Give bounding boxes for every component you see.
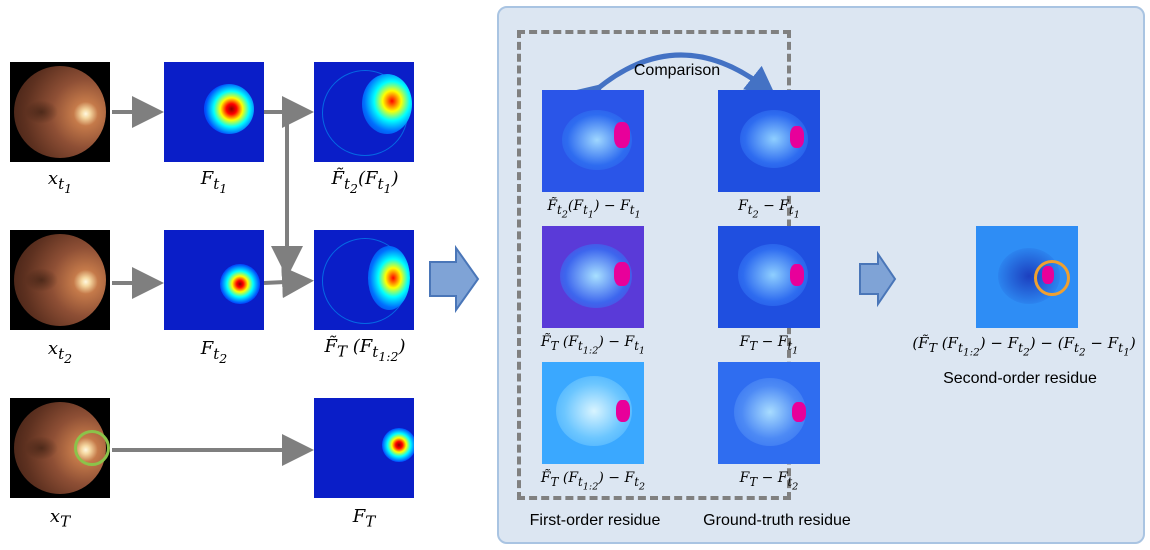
- heatmap-F-T: [314, 398, 414, 498]
- residue-map-e: [542, 362, 644, 464]
- residue-map-b: [718, 90, 820, 192]
- label-x-t1: xt1: [47, 168, 73, 196]
- first-order-label: First-order residue: [529, 512, 661, 529]
- fundus-image-T: [10, 398, 110, 498]
- heatmap-F-t2: [164, 230, 264, 330]
- second-order-map: [976, 226, 1078, 328]
- residue-map-c: [542, 226, 644, 328]
- arrow-f2-to-fT: [263, 266, 314, 299]
- lesion-circle-green: [74, 430, 110, 466]
- label-Ft2-of-Ft1: F̃t2(Ft1): [331, 168, 399, 196]
- big-arrow-1: [429, 244, 480, 314]
- residue-map-d: [718, 226, 820, 328]
- label-res-a: F̃t2(Ft1) − Ft1: [547, 198, 641, 221]
- fundus-image-t2: [10, 230, 110, 330]
- heatmap-FT-of-Ft12: [314, 230, 414, 330]
- second-order-label: Second-order residue: [943, 370, 1097, 387]
- heatmap-F-t1: [164, 62, 264, 162]
- label-res-b: Ft2 − Ft1: [738, 198, 800, 221]
- label-res-f: FT − Ft2: [739, 470, 799, 493]
- ground-truth-label: Ground-truth residue: [703, 512, 851, 529]
- label-F-t2: Ft2: [200, 338, 228, 366]
- comparison-arrow: [571, 52, 776, 115]
- label-res-c: F̃T (Ft1:2) − Ft1: [540, 334, 646, 357]
- heatmap-Ft2-of-Ft1: [314, 62, 414, 162]
- lesion-circle-orange: [1034, 260, 1070, 296]
- residue-map-a: [542, 90, 644, 192]
- label-res-e: F̃T (Ft1:2) − Ft2: [540, 470, 646, 493]
- residue-map-f: [718, 362, 820, 464]
- label-FT-of-Ft12: F̃T (Ft1:2): [324, 336, 406, 364]
- label-x-t2: xt2: [47, 338, 73, 366]
- label-res-d: FT − Ft1: [739, 334, 799, 357]
- label-F-t1: Ft1: [200, 168, 228, 196]
- fundus-image-t1: [10, 62, 110, 162]
- label-x-T: xT: [49, 506, 71, 531]
- label-second-formula: (F̃T (Ft1:2) − Ft2) − (Ft2 − Ft1): [912, 334, 1136, 359]
- big-arrow-2: [859, 250, 897, 308]
- comparison-label: Comparison: [633, 62, 721, 79]
- label-F-T: FT: [352, 506, 376, 531]
